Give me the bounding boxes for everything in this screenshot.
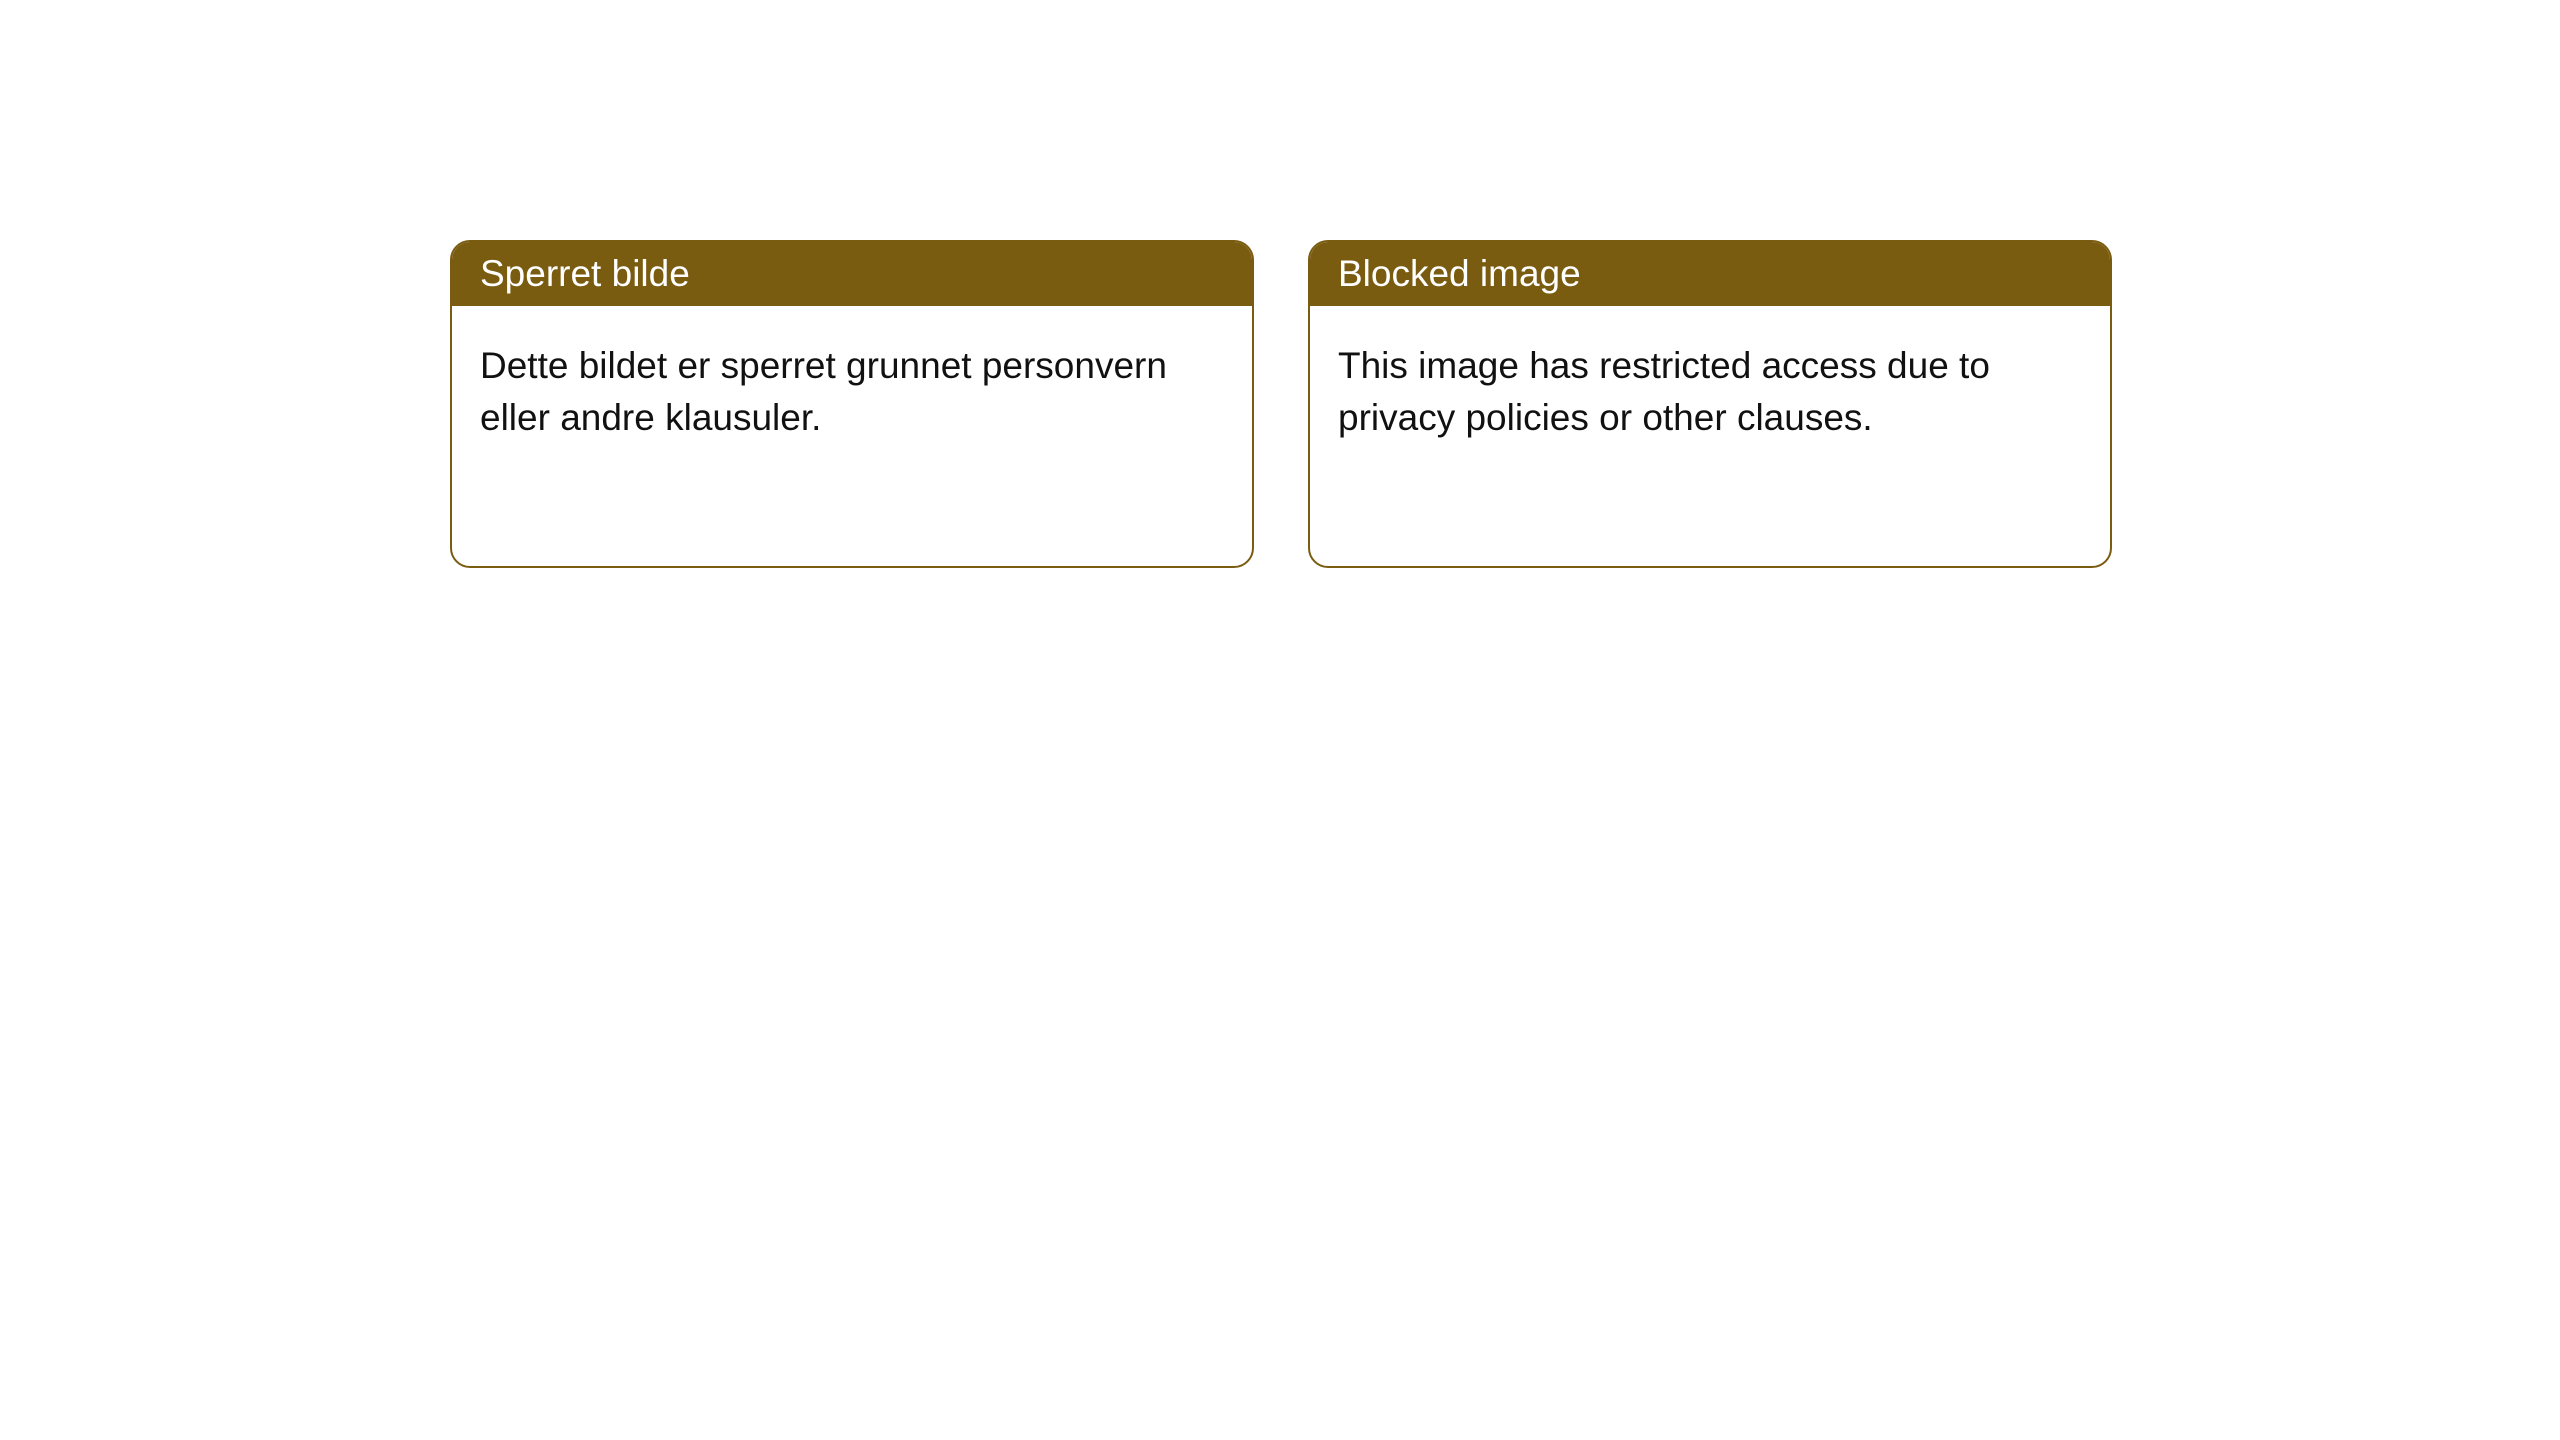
notice-body: This image has restricted access due to … — [1310, 306, 2110, 566]
notice-title: Blocked image — [1310, 242, 2110, 306]
notice-card-norwegian: Sperret bilde Dette bildet er sperret gr… — [450, 240, 1254, 568]
notice-container: Sperret bilde Dette bildet er sperret gr… — [0, 0, 2560, 568]
notice-title: Sperret bilde — [452, 242, 1252, 306]
notice-body: Dette bildet er sperret grunnet personve… — [452, 306, 1252, 566]
notice-card-english: Blocked image This image has restricted … — [1308, 240, 2112, 568]
